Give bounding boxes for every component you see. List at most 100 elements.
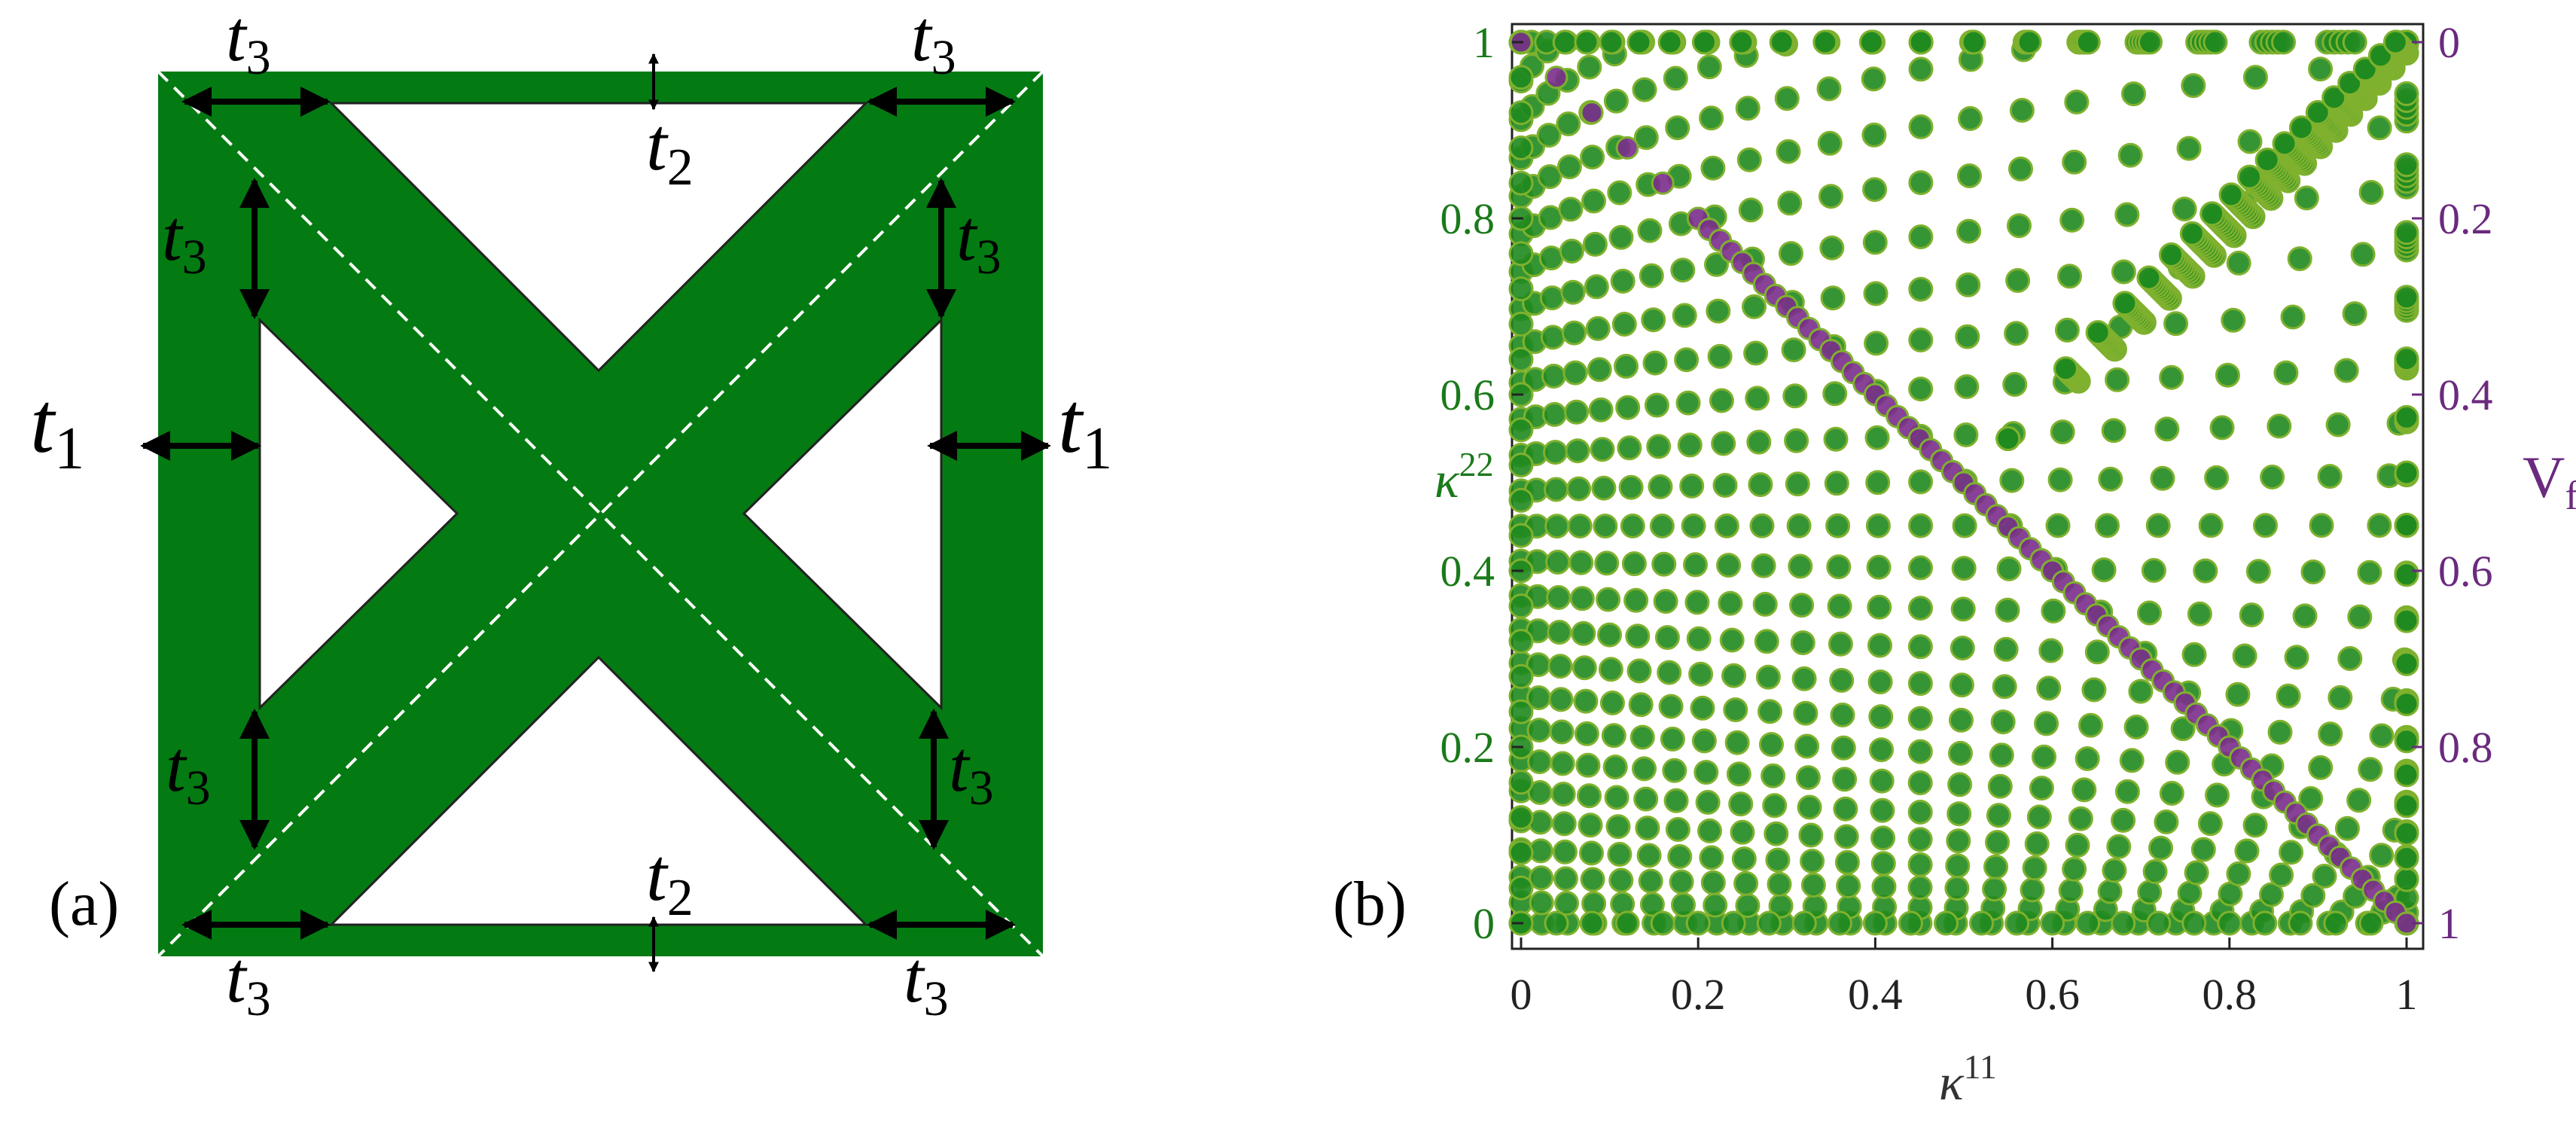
green-point (2095, 513, 2120, 538)
green-point (2102, 858, 2127, 883)
green-point (2317, 464, 2343, 489)
green-point (2394, 651, 2419, 676)
green-point (2394, 346, 2419, 372)
green-point (1719, 627, 1745, 653)
green-point (1615, 395, 1641, 420)
green-point (1697, 54, 1722, 80)
green-point (1990, 709, 2016, 735)
green-point (1754, 629, 1779, 654)
green-point (1665, 817, 1690, 842)
green-point (2226, 861, 2251, 886)
green-point (1824, 471, 1849, 496)
green-point (1756, 910, 1782, 936)
y-tick-label: 0.8 (1440, 194, 1495, 243)
green-point (1597, 622, 1622, 648)
green-point (2280, 304, 2306, 330)
green-point (1599, 691, 1625, 715)
green-point (2292, 603, 2318, 629)
green-point (1588, 397, 1614, 422)
green-point (1749, 513, 1775, 538)
green-point (2394, 846, 2419, 870)
green-point (2119, 748, 2145, 773)
green-point (1950, 596, 1976, 622)
green-point (2232, 643, 2257, 669)
green-point (2009, 98, 2035, 123)
green-point (1949, 672, 1974, 698)
green-point (2205, 782, 2230, 808)
green-point (2394, 793, 2419, 819)
green-point (1706, 298, 1731, 324)
green-point (2358, 180, 2384, 205)
green-point (1540, 325, 1565, 350)
green-point (2085, 320, 2111, 346)
green-point (1508, 770, 1534, 795)
green-point (1731, 846, 1757, 872)
t3-label: t3 (949, 726, 994, 816)
green-point (2305, 99, 2331, 125)
green-point (1952, 513, 1977, 538)
green-point (1651, 551, 1677, 577)
green-point (2054, 317, 2080, 343)
green-point (1508, 629, 1534, 654)
green-point (1548, 687, 1574, 712)
green-point (1604, 785, 1629, 810)
green-point (1864, 331, 1889, 356)
green-point (2288, 115, 2314, 141)
green-point (1681, 513, 1706, 538)
green-point (2193, 558, 2218, 584)
green-point (1662, 758, 1687, 783)
green-point (1870, 825, 1896, 851)
t1-label: t1 (30, 375, 84, 482)
green-point (1700, 870, 1726, 895)
x-tick-label: 0.2 (1671, 970, 1726, 1019)
green-point (1703, 892, 1728, 918)
green-point (2260, 465, 2285, 489)
green-point (1658, 694, 1684, 719)
green-point (2342, 29, 2367, 55)
green-point (1508, 276, 1534, 302)
green-point (1699, 105, 1724, 131)
green-point (1726, 761, 1751, 787)
green-point (1537, 164, 1562, 190)
green-point (1711, 431, 1736, 456)
green-point (2394, 691, 2419, 717)
green-point (1508, 346, 1534, 372)
green-point (1834, 824, 1859, 849)
green-point (1688, 661, 1714, 687)
green-point (2309, 513, 2334, 538)
green-point (1788, 553, 1813, 579)
green-point (1546, 585, 1572, 610)
green-point (1908, 513, 1934, 538)
green-point (2394, 285, 2419, 310)
green-point (1934, 910, 1959, 936)
green-point (1508, 453, 1534, 478)
green-point (1566, 476, 1592, 502)
green-point (1508, 593, 1534, 619)
green-point (2300, 883, 2326, 908)
green-point (1735, 96, 1761, 121)
green-point (1827, 910, 1852, 936)
green-point (1608, 224, 1634, 250)
green-point (2394, 460, 2419, 486)
green-point (1670, 258, 1696, 283)
green-point (1969, 910, 1994, 936)
green-point (1826, 554, 1852, 580)
green-point (1691, 728, 1717, 754)
green-point (1573, 688, 1599, 714)
green-point (1908, 29, 1934, 55)
green-point (1559, 239, 1584, 264)
green-point (1575, 752, 1601, 778)
green-point (1822, 381, 1848, 407)
green-point (1577, 54, 1602, 80)
green-point (2394, 220, 2419, 245)
y2-tick-label: 0.6 (2438, 547, 2493, 596)
green-point (1654, 625, 1680, 651)
green-point (2058, 878, 2084, 904)
green-point (1579, 910, 1605, 936)
green-point (1508, 875, 1534, 901)
green-point (1679, 473, 1705, 498)
t2-label: t2 (646, 102, 694, 197)
green-point (1667, 844, 1693, 869)
green-point (1950, 636, 1975, 661)
green-point (1765, 847, 1791, 873)
